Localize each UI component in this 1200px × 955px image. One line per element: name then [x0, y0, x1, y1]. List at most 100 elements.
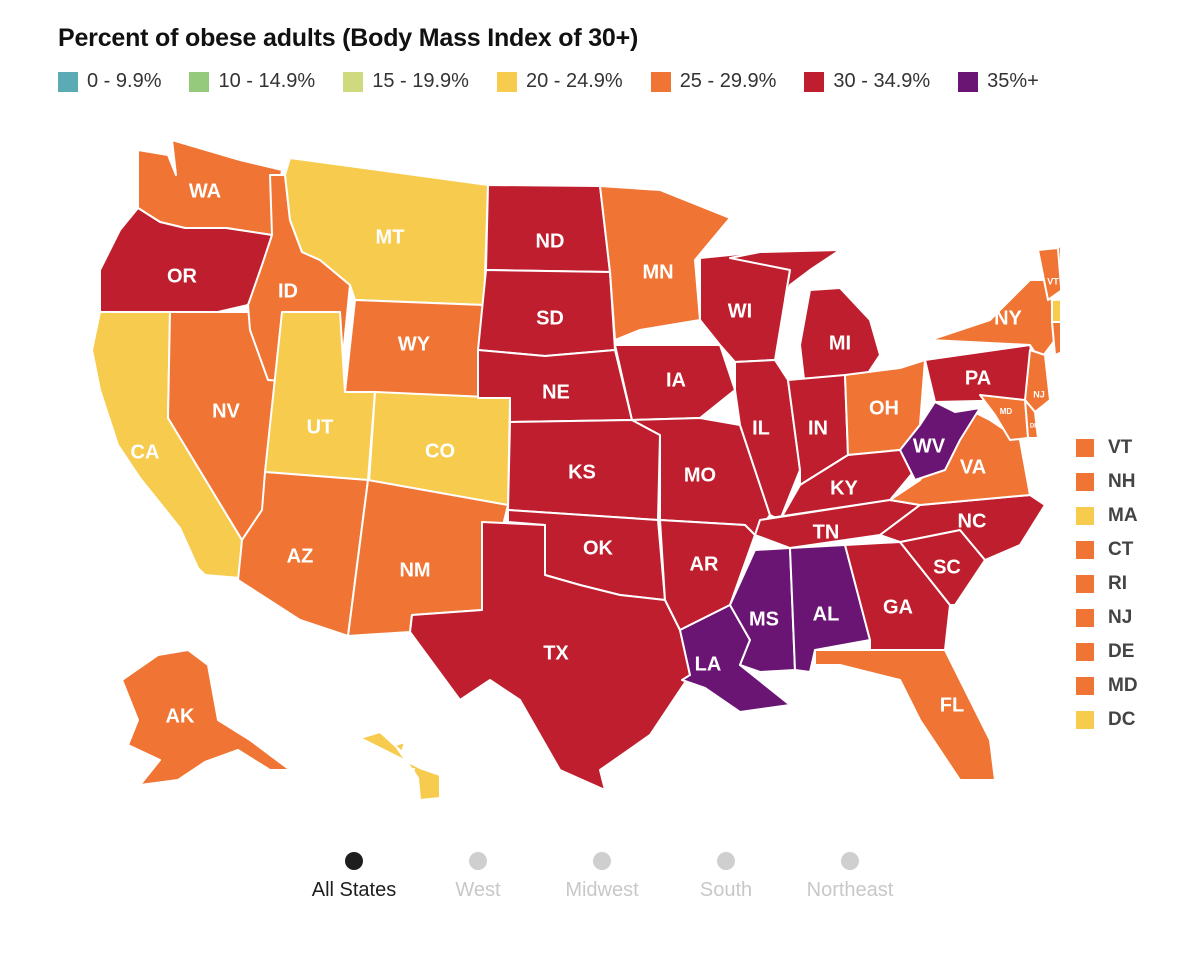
- side-item-de[interactable]: DE: [1076, 635, 1138, 669]
- state-VT[interactable]: [1037, 247, 1060, 301]
- side-swatch: [1076, 711, 1094, 729]
- state-MA[interactable]: [1051, 298, 1060, 325]
- legend-swatch: [804, 71, 825, 92]
- nav-dot-icon: [841, 852, 859, 870]
- label-AL: AL: [813, 603, 840, 625]
- legend-item-10-14: 10 - 14.9%: [189, 70, 315, 93]
- label-UT: UT: [307, 416, 334, 438]
- label-FL: FL: [940, 694, 964, 716]
- label-TX: TX: [543, 642, 569, 664]
- side-item-nh[interactable]: NH: [1076, 465, 1138, 499]
- label-ID: ID: [278, 280, 298, 302]
- color-legend: 0 - 9.9% 10 - 14.9% 15 - 19.9% 20 - 24.9…: [58, 70, 1067, 93]
- label-GA: GA: [883, 596, 913, 618]
- nav-dot-icon: [593, 852, 611, 870]
- label-MS: MS: [749, 608, 779, 630]
- nav-label: West: [455, 879, 501, 901]
- state-NY[interactable]: [929, 279, 1056, 361]
- nav-all-states[interactable]: All States: [292, 852, 416, 902]
- state-MD[interactable]: [979, 394, 1029, 441]
- legend-item-15-19: 15 - 19.9%: [343, 70, 469, 93]
- side-item-nj[interactable]: NJ: [1076, 601, 1138, 635]
- label-SD: SD: [536, 307, 564, 329]
- side-label: RI: [1108, 573, 1127, 594]
- label-NM: NM: [399, 559, 430, 581]
- nav-west[interactable]: West: [416, 852, 540, 902]
- label-WV: WV: [913, 435, 946, 457]
- side-label: NJ: [1108, 607, 1133, 628]
- state-TX[interactable]: [409, 521, 691, 791]
- map-title: Percent of obese adults (Body Mass Index…: [58, 24, 639, 52]
- label-NE: NE: [542, 381, 570, 403]
- label-NY: NY: [994, 307, 1022, 329]
- state-MI[interactable]: [729, 249, 841, 301]
- legend-swatch: [650, 71, 671, 92]
- label-WY: WY: [398, 333, 431, 355]
- label-WA: WA: [189, 180, 221, 202]
- state-MI-lower[interactable]: [799, 287, 881, 389]
- side-item-ri[interactable]: RI: [1076, 567, 1138, 601]
- state-FL[interactable]: [814, 649, 996, 781]
- label-AK: AK: [166, 705, 195, 727]
- state-IA[interactable]: [614, 344, 736, 421]
- label-OH: OH: [869, 397, 899, 419]
- label-VT: VT: [1047, 276, 1059, 286]
- label-CO: CO: [425, 440, 455, 462]
- label-IL: IL: [752, 417, 770, 439]
- label-KY: KY: [830, 477, 858, 499]
- label-TN: TN: [813, 521, 840, 543]
- nav-south[interactable]: South: [664, 852, 788, 902]
- state-NJ[interactable]: [1024, 349, 1051, 413]
- label-KS: KS: [568, 461, 596, 483]
- legend-swatch: [343, 71, 364, 92]
- nav-label: Northeast: [806, 879, 894, 901]
- legend-swatch: [189, 71, 210, 92]
- nav-dot-icon: [717, 852, 735, 870]
- label-MD: MD: [1000, 407, 1013, 416]
- label-HI: HI: [398, 765, 416, 785]
- legend-item-0-9: 0 - 9.9%: [58, 70, 161, 93]
- label-IN: IN: [808, 417, 828, 439]
- nav-dot-icon: [469, 852, 487, 870]
- legend-swatch: [958, 71, 979, 92]
- label-MI: MI: [829, 332, 851, 354]
- label-OK: OK: [583, 537, 614, 559]
- legend-label: 25 - 29.9%: [679, 70, 777, 92]
- label-ND: ND: [536, 230, 565, 252]
- nav-label: South: [699, 879, 753, 901]
- side-swatch: [1076, 507, 1094, 525]
- legend-label: 15 - 19.9%: [372, 70, 469, 92]
- side-swatch: [1076, 473, 1094, 491]
- legend-label: 20 - 24.9%: [525, 70, 623, 92]
- state-NH[interactable]: [1057, 235, 1060, 300]
- label-SC: SC: [933, 556, 961, 578]
- label-PA: PA: [965, 367, 991, 389]
- side-item-ma[interactable]: MA: [1076, 499, 1138, 533]
- state-labels: WA OR CA NV ID MT WY UT CO AZ NM ND SD N…: [131, 180, 1060, 784]
- nav-northeast[interactable]: Northeast: [788, 852, 912, 902]
- label-DE: DE: [1030, 424, 1038, 430]
- label-MO: MO: [684, 464, 716, 486]
- side-swatch: [1076, 643, 1094, 661]
- side-item-md[interactable]: MD: [1076, 669, 1138, 703]
- side-label: DC: [1108, 709, 1136, 730]
- side-item-vt[interactable]: VT: [1076, 431, 1138, 465]
- label-LA: LA: [695, 653, 722, 675]
- state-HI[interactable]: [359, 731, 441, 801]
- state-AK[interactable]: [121, 649, 291, 786]
- legend-label: 30 - 34.9%: [833, 70, 931, 92]
- side-label: CT: [1108, 539, 1134, 560]
- label-AR: AR: [690, 553, 719, 575]
- nav-midwest[interactable]: Midwest: [540, 852, 664, 902]
- state-WV[interactable]: [899, 401, 981, 481]
- side-swatch: [1076, 439, 1094, 457]
- state-CT[interactable]: [1051, 321, 1060, 356]
- legend-label: 35%+: [987, 70, 1039, 92]
- state-MT[interactable]: [284, 157, 489, 306]
- side-swatch: [1076, 575, 1094, 593]
- side-item-dc[interactable]: DC: [1076, 703, 1138, 737]
- side-item-ct[interactable]: CT: [1076, 533, 1138, 567]
- label-IA: IA: [666, 369, 686, 391]
- label-AZ: AZ: [287, 545, 314, 567]
- state-ND[interactable]: [485, 184, 611, 273]
